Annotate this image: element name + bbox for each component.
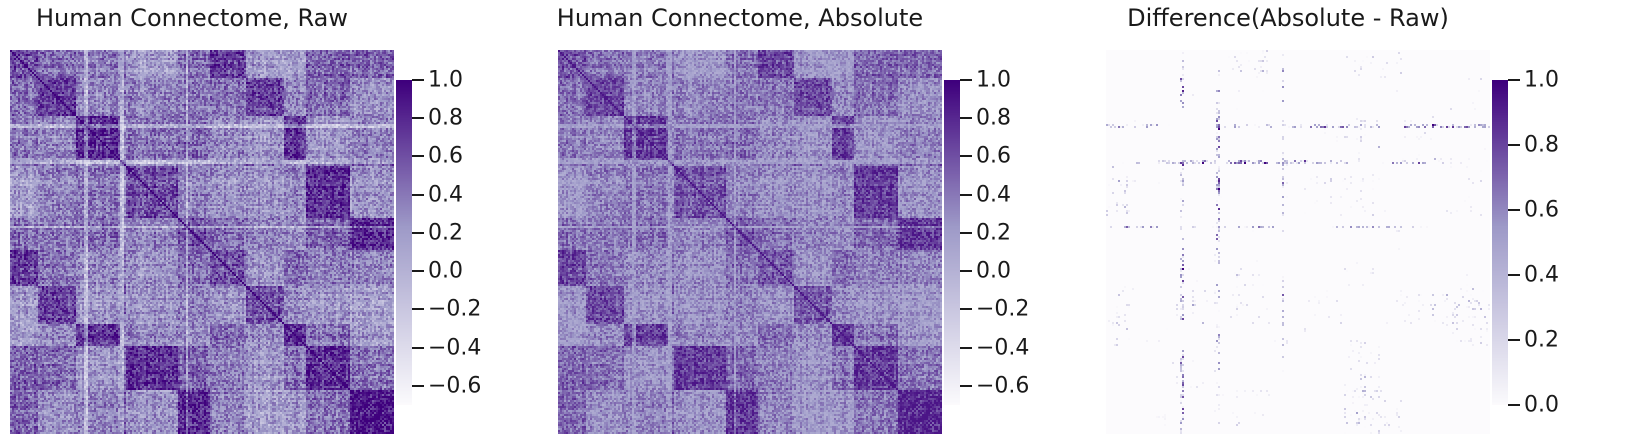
colorbar-tick-label: 0.2	[1524, 327, 1559, 353]
colorbar-tick-label: −0.4	[976, 335, 1030, 361]
colorbar-tick-label: −0.2	[428, 296, 482, 322]
colorbar-tick-label: −0.6	[428, 373, 482, 399]
panel-2-title: Human Connectome, Absolute	[556, 4, 924, 32]
colorbar-tick	[412, 79, 424, 81]
colorbar-tick-label: 0.0	[976, 258, 1011, 284]
colorbar-tick	[412, 155, 424, 158]
colorbar-tick	[1508, 144, 1520, 146]
colorbar-tick	[960, 79, 972, 81]
colorbar-tick-label: 1.0	[1524, 67, 1559, 93]
colorbar-tick	[960, 270, 972, 273]
colorbar-tick	[412, 231, 424, 234]
colorbar-tick	[412, 346, 424, 349]
colorbar-tick	[960, 231, 972, 234]
colorbar-tick	[412, 117, 424, 120]
colorbar-tick	[960, 193, 972, 196]
panel-1-title: Human Connectome, Raw	[36, 4, 348, 32]
colorbar-tick-label: 0.6	[976, 143, 1011, 169]
colorbar-tick-label: 1.0	[976, 67, 1011, 93]
colorbar-tick-label: −0.4	[428, 335, 482, 361]
colorbar-gradient	[396, 80, 412, 405]
colorbar-tick	[960, 346, 972, 349]
colorbar-tick	[412, 193, 424, 196]
colorbar-tick	[412, 308, 424, 311]
colorbar-tick-label: 0.6	[428, 143, 463, 169]
colorbar-tick	[412, 270, 424, 273]
colorbar-tick	[960, 117, 972, 120]
colorbar-gradient	[1492, 80, 1508, 405]
colorbar-tick	[1508, 79, 1520, 81]
colorbar-tick-label: 0.8	[1524, 132, 1559, 158]
panel-3-heatmap	[1106, 50, 1490, 434]
panel-3-title: Difference(Absolute - Raw)	[1127, 4, 1449, 32]
colorbar-tick	[960, 308, 972, 311]
colorbar-tick-label: −0.2	[976, 296, 1030, 322]
panel-1-heatmap	[10, 50, 394, 434]
colorbar-tick-label: 0.4	[976, 182, 1011, 208]
colorbar-tick	[1508, 339, 1520, 341]
colorbar-tick	[1508, 209, 1520, 211]
colorbar-tick-label: 0.6	[1524, 197, 1559, 223]
colorbar-tick-label: 0.2	[976, 220, 1011, 246]
panel-2-heatmap	[558, 50, 942, 434]
colorbar-tick-label: 1.0	[428, 67, 463, 93]
colorbar-tick-label: 0.4	[428, 182, 463, 208]
colorbar-tick-label: 0.2	[428, 220, 463, 246]
colorbar-tick	[1508, 404, 1520, 406]
colorbar-tick	[960, 384, 972, 387]
colorbar-tick-label: 0.8	[428, 105, 463, 131]
colorbar-tick-label: 0.8	[976, 105, 1011, 131]
colorbar-gradient	[944, 80, 960, 405]
colorbar-tick-label: 0.0	[428, 258, 463, 284]
colorbar-tick-label: 0.0	[1524, 392, 1559, 418]
colorbar-tick	[960, 155, 972, 158]
colorbar-tick-label: 0.4	[1524, 262, 1559, 288]
colorbar-tick-label: −0.6	[976, 373, 1030, 399]
colorbar-tick	[1508, 274, 1520, 276]
colorbar-tick	[412, 384, 424, 387]
